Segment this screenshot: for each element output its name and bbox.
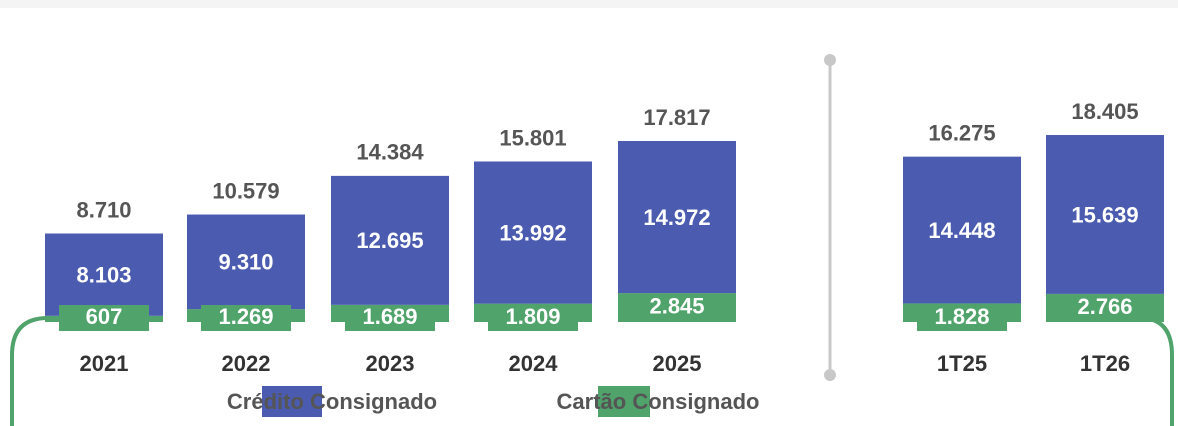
label-bg [59,305,149,331]
legend-label: Crédito Consignado [227,389,437,414]
total-label: 14.384 [356,140,424,165]
bracket-left [10,316,49,426]
value-label: 14.972 [643,205,710,230]
value-label: 8.103 [76,262,131,287]
legend-swatch [598,386,650,417]
legend-swatch [262,386,322,417]
total-label: 18.405 [1071,99,1138,124]
total-label: 10.579 [212,178,279,203]
bar-segment [1046,293,1164,322]
total-label: 16.275 [928,120,995,145]
total-label: 17.817 [643,105,710,130]
bar-segment [618,293,736,322]
value-label: 1.828 [934,304,989,329]
value-label: 607 [86,304,123,329]
value-label: 15.639 [1071,202,1138,227]
label-bg [917,305,1007,331]
bar-segment [1046,135,1164,294]
x-tick-label: 2022 [222,351,271,376]
value-label: 1.269 [218,304,273,329]
x-tick-label: 2025 [653,351,702,376]
divider-dot [824,54,836,66]
value-label: 2.766 [1077,294,1132,319]
value-label: 12.695 [356,228,423,253]
x-tick-label: 2024 [509,351,559,376]
total-label: 15.801 [499,125,566,150]
label-bg [345,305,435,331]
x-tick-label: 1T26 [1080,351,1130,376]
value-label: 1.689 [362,304,417,329]
legend-label: Cartão Consignado [557,389,760,414]
bracket-right [1139,316,1174,426]
total-label: 8.710 [76,197,131,222]
divider-dot [824,369,836,381]
value-label: 13.992 [499,220,566,245]
bar-segment [187,214,305,310]
bar-segment [474,161,592,304]
bar-segment [331,175,449,305]
value-label: 9.310 [218,250,273,275]
bar-segment [45,233,163,316]
value-label: 2.845 [649,293,704,318]
x-tick-label: 1T25 [937,351,987,376]
value-label: 1.809 [505,304,560,329]
bar-segment [618,141,736,294]
bar-segment [903,156,1021,304]
label-bg [488,305,578,331]
x-tick-label: 2021 [80,351,129,376]
x-tick-label: 2023 [366,351,415,376]
top-band [0,0,1178,8]
value-label: 14.448 [928,218,995,243]
label-bg [201,305,291,331]
